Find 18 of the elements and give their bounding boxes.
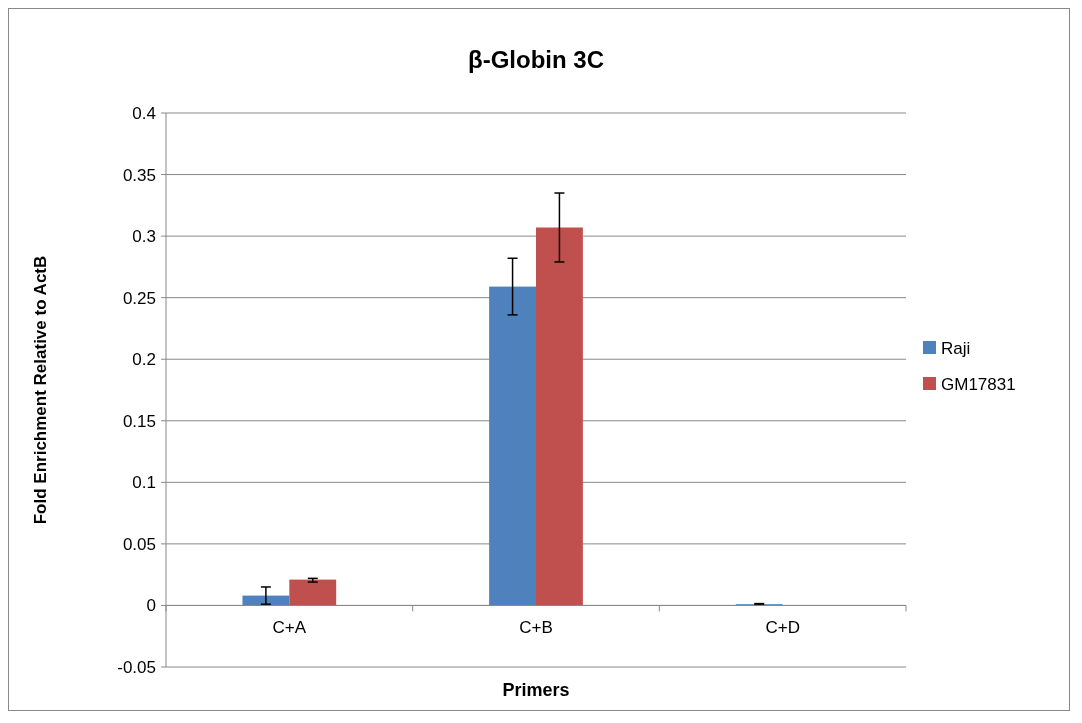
- legend-label: Raji: [941, 338, 971, 358]
- y-axis-title: Fold Enrichment Relative to ActB: [31, 255, 50, 525]
- y-tick-label: -0.05: [117, 657, 156, 677]
- x-tick-label: C+A: [272, 618, 307, 638]
- y-tick-label: 0.3: [132, 227, 156, 247]
- x-tick-label: C+D: [765, 618, 800, 638]
- y-tick-label: 0.25: [122, 288, 156, 308]
- y-tick-label: 0.15: [122, 411, 156, 431]
- x-tick-label: C+B: [519, 618, 553, 638]
- y-tick-label: 0.2: [132, 350, 156, 370]
- y-tick-label: 0.4: [132, 103, 156, 123]
- y-tick-label: 0.35: [122, 165, 156, 185]
- y-tick-label: 0.05: [122, 534, 156, 554]
- y-tick-label: 0.1: [132, 473, 156, 493]
- legend-label: GM17831: [941, 374, 1016, 394]
- y-tick-label: 0: [146, 596, 156, 616]
- chart-title: β-Globin 3C: [468, 46, 604, 73]
- x-axis-title: Primers: [502, 680, 570, 700]
